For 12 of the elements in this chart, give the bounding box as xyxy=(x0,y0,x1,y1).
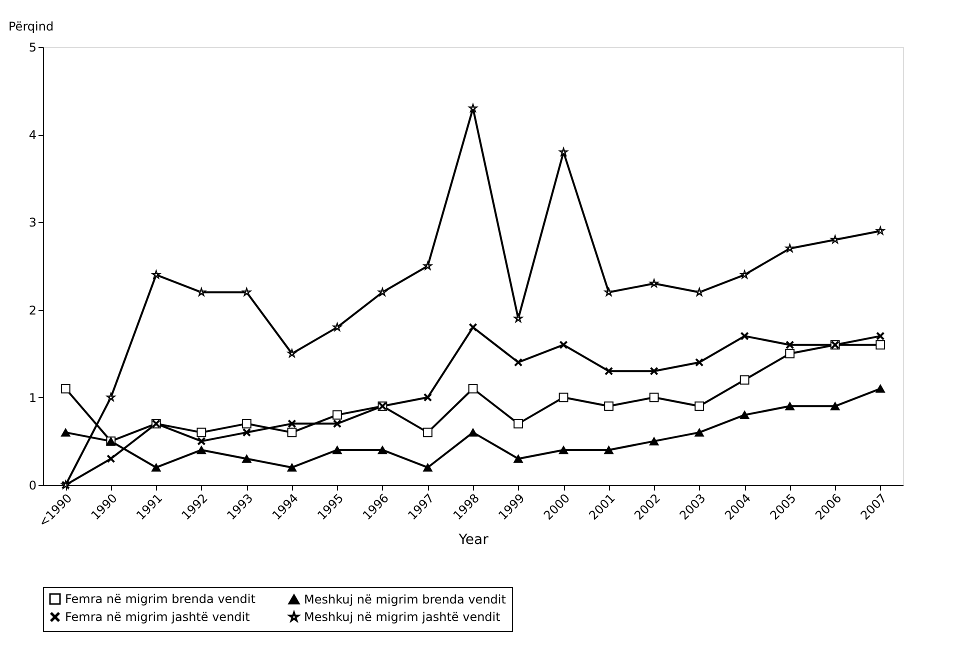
x-axis-title: Year xyxy=(458,532,489,548)
legend-label: Meshkuj në migrim brenda vendit xyxy=(304,592,506,606)
legend-label: Meshkuj në migrim jashtë vendit xyxy=(304,610,501,624)
y-axis-title: Përqind xyxy=(8,20,54,34)
y-tick-label: 5 xyxy=(28,40,36,54)
y-tick-label: 1 xyxy=(28,390,36,405)
legend-label: Femra në migrim jashtë vendit xyxy=(65,610,250,624)
y-tick-label: 0 xyxy=(28,478,36,492)
y-tick-label: 4 xyxy=(28,128,36,142)
y-tick-label: 3 xyxy=(28,216,36,230)
y-tick-label: 2 xyxy=(28,303,36,318)
legend-label: Femra në migrim brenda vendit xyxy=(65,592,256,606)
